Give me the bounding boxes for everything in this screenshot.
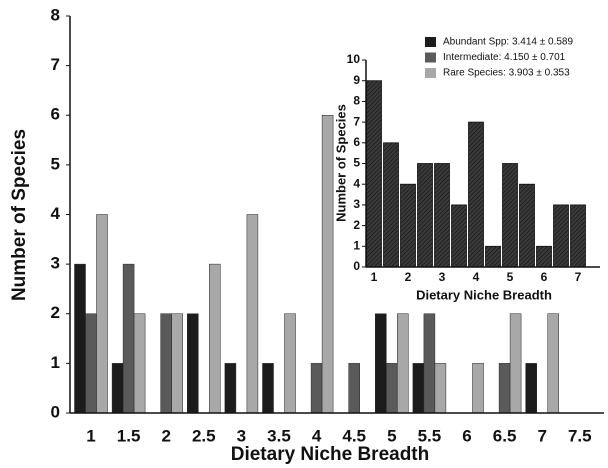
x-tick-label: 6 [541,270,548,284]
bar [348,363,360,414]
y-tick-label: 3 [51,254,60,273]
y-tick-label: 5 [353,156,360,170]
bar [74,263,86,414]
bar [383,142,399,268]
y-tick-label: 7 [51,55,60,74]
x-tick-label: 3.5 [267,426,291,445]
x-tick-label: 4.5 [342,426,366,445]
bar [472,363,484,414]
x-tick-label: 7 [575,270,582,284]
legend-swatch [425,52,436,63]
y-tick-label: 1 [51,353,60,372]
inset-x-axis-title: Dietary Niche Breadth [416,287,552,302]
legend-swatch [425,37,436,47]
bar [412,363,425,414]
bar [498,363,511,414]
x-tick-label: 4 [312,426,322,445]
bar [400,183,416,268]
legend-label: Rare Species: 3.903 ± 0.353 [443,68,570,79]
y-tick-label: 6 [353,135,360,149]
y-tick-label: 2 [353,218,360,232]
x-tick-label: 1 [86,426,95,445]
inset-y-axis-title: Number of Species [333,104,348,222]
x-tick-label: 5.5 [418,426,442,445]
bar [519,183,535,268]
bar [366,80,382,268]
legend-label: Abundant Spp: 3.414 ± 0.589 [443,37,573,48]
bar [375,313,387,414]
y-tick-label: 6 [51,105,60,124]
y-tick-label: 4 [353,176,360,190]
bar [96,214,108,414]
y-tick-label: 7 [353,114,360,128]
y-tick-label: 1 [353,238,360,252]
y-tick-label: 8 [51,5,60,24]
bar [468,121,484,268]
x-tick-label: 7 [537,426,546,445]
y-tick-label: 5 [51,154,60,173]
bar [525,363,537,414]
bar [570,204,586,268]
bar [224,363,237,414]
bar [246,214,259,414]
bar [310,363,323,414]
bar [417,163,433,268]
bar [509,313,522,414]
bar [122,263,135,414]
x-tick-label: 3 [237,426,246,445]
bar [85,313,97,414]
bar [160,313,172,414]
y-axis-title: Number of Species [9,129,30,301]
legend-swatch [425,68,436,78]
x-tick-label: 5 [507,270,514,284]
bar [111,363,124,414]
bar [187,313,199,414]
bar [434,363,447,414]
x-tick-label: 1.5 [117,426,141,445]
y-tick-label: 0 [51,402,60,421]
x-tick-label: 1 [371,270,378,284]
bar [284,313,296,414]
x-tick-label: 2 [405,270,412,284]
x-tick-label: 6.5 [493,426,517,445]
bar [171,313,183,414]
bar [536,245,552,268]
x-tick-label: 7.5 [568,426,592,445]
y-tick-label: 4 [51,204,61,223]
y-tick-label: 9 [353,73,360,87]
y-tick-label: 8 [353,94,360,108]
x-tick-label: 3 [439,270,446,284]
x-axis-title: Dietary Niche Breadth [231,444,430,465]
bar [485,245,501,268]
y-tick-label: 2 [51,303,60,322]
bar [386,363,398,414]
x-tick-label: 4 [473,270,480,284]
bar [397,313,409,414]
bar [423,313,436,414]
x-tick-label: 6 [462,426,471,445]
y-tick-label: 10 [347,52,361,66]
bar [133,313,146,414]
bar [434,163,450,268]
bar [502,163,518,268]
legend-label: Intermediate: 4.150 ± 0.701 [443,52,566,63]
bar [547,313,559,414]
bar [553,204,569,268]
x-tick-label: 5 [387,426,396,445]
x-tick-label: 2 [161,426,170,445]
y-tick-label: 3 [353,197,360,211]
bar [209,263,221,414]
x-tick-label: 2.5 [192,426,216,445]
bar [451,204,467,268]
bar [321,115,334,414]
y-tick-label: 0 [353,259,360,273]
bar [262,363,274,414]
